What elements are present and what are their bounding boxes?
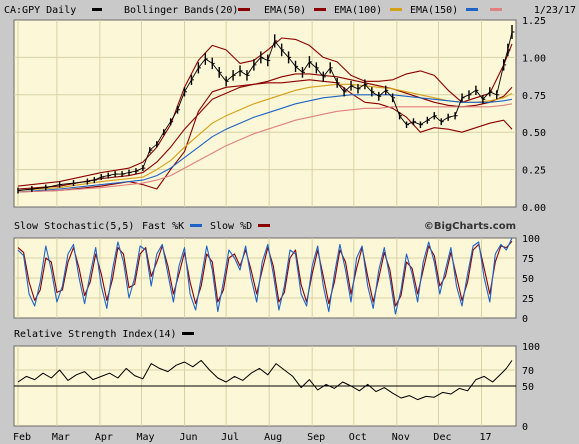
legend-swatch-ema200 [490, 8, 502, 11]
series-ema-200 [17, 103, 513, 193]
legend-swatch-ema150 [466, 8, 478, 11]
rsi-y-tick-label: 70 [522, 366, 534, 377]
series-bollinger-upper [17, 37, 513, 187]
rsi-y-tick-label: 50 [522, 382, 534, 393]
legend-fast-k: Fast %K [142, 221, 184, 232]
x-tick-label: Nov [392, 432, 410, 443]
legend-swatch-ema100 [390, 8, 402, 11]
price-y-tick-label: 1.25 [522, 16, 546, 27]
legend-swatch-price [92, 8, 102, 11]
price-panel: 0.00 0.25 0.50 0.75 1.00 1.25 CA:GPY Daily Bo… [4, 5, 576, 214]
rsi-grid [14, 346, 516, 426]
x-tick-label: Mar [52, 432, 70, 443]
x-axis: Feb Mar Apr May Jun Jul Aug Sep Oct Nov Dec 17 [13, 432, 492, 443]
price-y-tick-label: 0.75 [522, 91, 546, 102]
price-y-tick-label: 0.25 [522, 166, 546, 177]
series-rsi [17, 359, 513, 401]
stochastic-y-tick-label: 75 [522, 254, 534, 265]
ticker-label: CA:GPY Daily [4, 5, 76, 16]
price-grid [14, 20, 516, 207]
series-bollinger-lower [17, 79, 513, 193]
x-tick-label: May [136, 432, 154, 443]
x-tick-label: Dec [433, 432, 451, 443]
price-y-tick-label: 1.00 [522, 53, 546, 64]
price-y-tick-label: 0.00 [522, 203, 546, 214]
legend-ema100: EMA(100) [334, 5, 382, 16]
stochastic-grid [14, 238, 516, 318]
series-ema-150 [17, 94, 513, 193]
rsi-y-tick-label: 100 [522, 342, 540, 353]
x-tick-label: Jul [221, 432, 239, 443]
stochastic-title: Slow Stochastic(5,5) [14, 221, 134, 232]
x-tick-label: Oct [349, 432, 367, 443]
x-tick-label: Feb [13, 432, 31, 443]
series-fast-k [17, 237, 513, 315]
rsi-title: Relative Strength Index(14) [14, 329, 177, 340]
stochastic-y-tick-label: 50 [522, 274, 534, 285]
bigcharts-brand: ©BigCharts.com [424, 221, 516, 232]
stochastic-series [17, 237, 513, 315]
x-tick-label: 17 [479, 432, 491, 443]
x-tick-label: Aug [264, 432, 282, 443]
legend-swatch-ema50 [314, 8, 326, 11]
series-close [17, 31, 513, 191]
rsi-y-axis: 0 50 70 100 [522, 342, 540, 433]
legend-slow-d: Slow %D [210, 221, 252, 232]
legend-swatch-slow-d [258, 224, 270, 227]
rsi-series [17, 359, 513, 401]
legend-swatch-fast-k [190, 224, 202, 227]
x-tick-label: Jun [179, 432, 197, 443]
stochastic-y-tick-label: 0 [522, 314, 528, 325]
legend-ema150: EMA(150) [410, 5, 458, 16]
stochastic-y-tick-label: 100 [522, 234, 540, 245]
legend-bollinger: Bollinger Bands(20) [124, 5, 238, 16]
series-slow-d [17, 240, 513, 307]
stochastic-y-axis: 0 25 50 75 100 [522, 234, 540, 325]
rsi-y-tick-label: 0 [522, 422, 528, 433]
legend-swatch-bollinger [238, 8, 250, 11]
stochastic-y-tick-label: 25 [522, 294, 534, 305]
legend-ema50: EMA(50) [264, 5, 306, 16]
price-y-axis: 0.00 0.25 0.50 0.75 1.00 1.25 [522, 16, 546, 214]
price-series [17, 24, 515, 194]
x-tick-label: Sep [307, 432, 325, 443]
date-label: 1/23/17 [534, 5, 576, 16]
x-tick-label: Apr [95, 432, 113, 443]
stochastic-panel: Slow Stochastic(5,5) Fast %K Slow %D ©Bi… [13, 221, 540, 325]
price-y-tick-label: 0.50 [522, 128, 546, 139]
legend-swatch-rsi [182, 332, 194, 335]
rsi-panel: Relative Strength Index(14) 0 50 70 100 [13, 329, 540, 433]
